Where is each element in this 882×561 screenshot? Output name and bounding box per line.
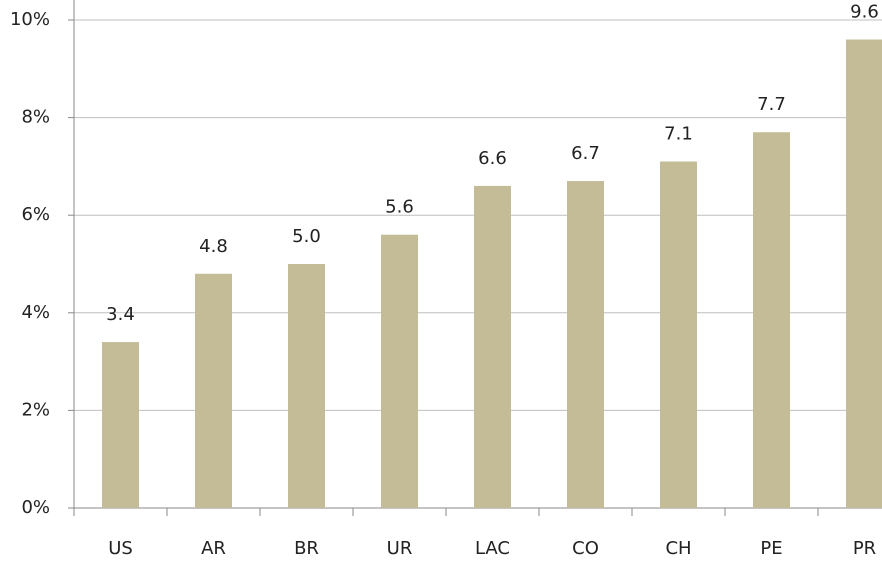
bar <box>753 132 790 509</box>
bar <box>381 234 418 508</box>
y-tick-label: 2% <box>21 399 50 420</box>
x-tick-label: US <box>108 538 133 559</box>
data-label: 6.6 <box>478 148 507 169</box>
bar <box>846 39 882 509</box>
bar <box>195 273 232 508</box>
y-tick-label: 6% <box>21 204 50 225</box>
data-label: 5.6 <box>385 197 414 218</box>
data-label: 7.7 <box>757 94 786 115</box>
data-label: 7.1 <box>664 124 693 145</box>
x-tick-label: CH <box>665 538 691 559</box>
bar <box>102 342 139 508</box>
data-label: 6.7 <box>571 143 600 164</box>
x-tick-label: AR <box>201 538 226 559</box>
data-label: 3.4 <box>106 304 135 325</box>
x-tick-label: CO <box>572 538 599 559</box>
y-tick-label: 4% <box>21 302 50 323</box>
bar <box>660 161 697 508</box>
y-tick-label: 0% <box>21 497 50 518</box>
y-tick-label: 8% <box>21 107 50 128</box>
bar <box>567 181 604 509</box>
y-tick-label: 10% <box>10 9 50 30</box>
bar <box>474 185 511 509</box>
bar <box>288 264 325 508</box>
x-tick-label: PE <box>760 538 782 559</box>
x-tick-label: PR <box>853 538 876 559</box>
data-label: 5.0 <box>292 226 321 247</box>
data-label: 9.6 <box>850 2 879 23</box>
x-tick-label: BR <box>294 538 319 559</box>
x-tick-label: LAC <box>475 538 510 559</box>
x-tick-label: UR <box>387 538 413 559</box>
data-label: 4.8 <box>199 236 228 257</box>
